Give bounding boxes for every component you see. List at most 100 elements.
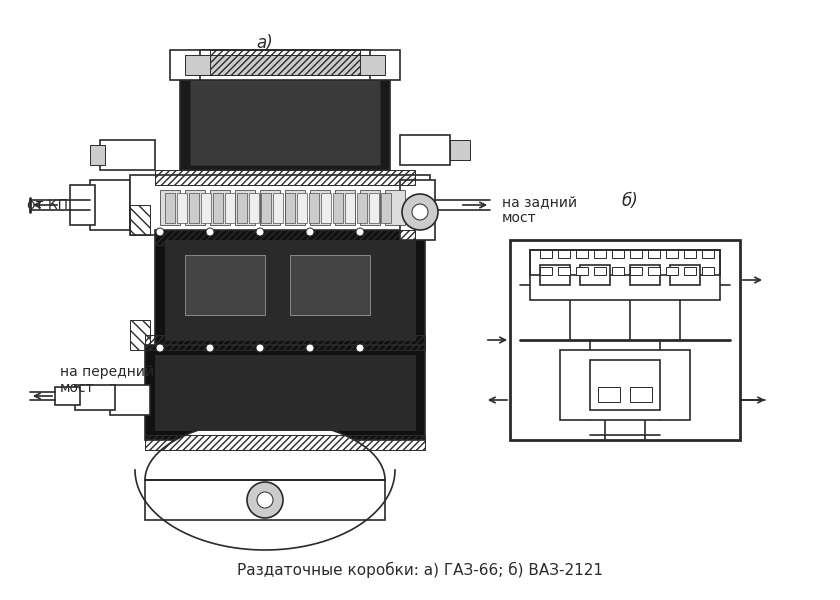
Bar xyxy=(612,250,624,258)
Bar xyxy=(155,230,425,350)
Bar xyxy=(200,50,370,80)
Bar xyxy=(666,267,678,275)
Bar xyxy=(110,385,150,415)
Bar xyxy=(648,250,660,258)
Bar xyxy=(285,190,305,225)
Bar xyxy=(165,240,415,340)
Bar xyxy=(670,265,700,285)
Bar xyxy=(530,250,720,300)
Bar xyxy=(297,193,307,223)
Circle shape xyxy=(156,228,164,236)
Bar xyxy=(155,170,415,185)
Bar xyxy=(273,193,283,223)
Bar xyxy=(190,80,380,165)
Bar xyxy=(612,267,624,275)
Bar xyxy=(249,193,259,223)
Bar xyxy=(594,250,606,258)
Bar xyxy=(90,145,105,165)
Circle shape xyxy=(356,344,364,352)
Bar xyxy=(75,385,115,410)
Text: на передний
мост: на передний мост xyxy=(60,365,154,395)
Bar xyxy=(598,387,620,402)
Bar xyxy=(189,193,199,223)
Bar xyxy=(237,193,247,223)
Bar xyxy=(70,185,95,225)
Bar xyxy=(540,265,570,285)
Bar xyxy=(260,190,280,225)
Bar xyxy=(130,320,150,350)
Bar xyxy=(684,267,696,275)
Bar xyxy=(594,267,606,275)
Text: Раздаточные коробки: а) ГАЗ-66; б) ВАЗ-2121: Раздаточные коробки: а) ГАЗ-66; б) ВАЗ-2… xyxy=(237,562,603,578)
Bar xyxy=(630,267,642,275)
Bar xyxy=(261,193,271,223)
Bar xyxy=(235,190,255,225)
Bar xyxy=(702,267,714,275)
Bar xyxy=(540,250,552,258)
Circle shape xyxy=(306,228,314,236)
Bar xyxy=(310,190,330,225)
Bar xyxy=(510,240,740,440)
Circle shape xyxy=(256,344,264,352)
Bar xyxy=(100,140,155,170)
Circle shape xyxy=(402,194,438,230)
Bar xyxy=(130,175,430,235)
Bar xyxy=(90,180,130,230)
Bar xyxy=(357,193,367,223)
Bar xyxy=(648,267,660,275)
Bar xyxy=(55,387,80,405)
Bar xyxy=(145,345,425,440)
Bar xyxy=(576,267,588,275)
Circle shape xyxy=(247,482,283,518)
Bar xyxy=(155,230,415,245)
Bar xyxy=(369,193,379,223)
Bar xyxy=(185,255,265,315)
Bar xyxy=(590,360,660,410)
Bar xyxy=(576,250,588,258)
Bar xyxy=(333,193,343,223)
Bar xyxy=(185,55,385,75)
Bar xyxy=(290,255,370,315)
Bar xyxy=(702,250,714,258)
Bar xyxy=(400,135,450,165)
Circle shape xyxy=(256,228,264,236)
Bar xyxy=(558,267,570,275)
Bar xyxy=(145,335,425,350)
Bar xyxy=(145,435,425,450)
Bar xyxy=(180,70,390,170)
Bar xyxy=(630,265,660,285)
Bar xyxy=(165,193,175,223)
Circle shape xyxy=(412,204,428,220)
Bar xyxy=(201,193,211,223)
Bar xyxy=(360,190,380,225)
Text: а): а) xyxy=(257,34,273,52)
Bar xyxy=(309,193,319,223)
Bar xyxy=(130,205,150,235)
Bar xyxy=(155,355,415,430)
Bar xyxy=(630,387,652,402)
Bar xyxy=(321,193,331,223)
Polygon shape xyxy=(145,420,385,520)
Circle shape xyxy=(356,228,364,236)
Bar xyxy=(225,193,235,223)
Bar xyxy=(630,250,642,258)
Bar xyxy=(170,50,400,80)
Bar xyxy=(558,250,570,258)
Text: б): б) xyxy=(622,192,638,210)
Bar xyxy=(213,193,223,223)
Bar xyxy=(530,250,720,275)
Circle shape xyxy=(306,344,314,352)
Bar xyxy=(210,190,230,225)
Bar xyxy=(345,193,355,223)
Bar xyxy=(385,190,405,225)
Circle shape xyxy=(206,344,214,352)
Bar xyxy=(684,250,696,258)
Bar xyxy=(185,190,205,225)
Bar xyxy=(580,265,610,285)
Bar xyxy=(666,250,678,258)
Text: на задний
мост: на задний мост xyxy=(502,195,577,225)
Bar xyxy=(540,267,552,275)
Circle shape xyxy=(206,228,214,236)
Bar xyxy=(285,193,295,223)
Text: от КП: от КП xyxy=(27,198,68,212)
